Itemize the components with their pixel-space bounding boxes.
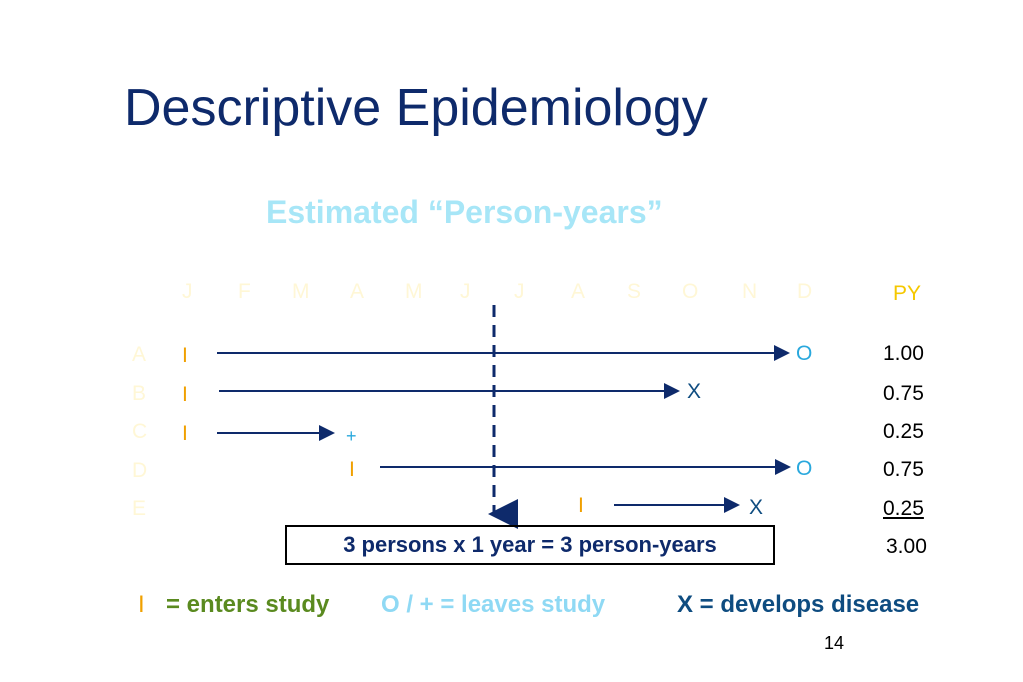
- enter-marker: I: [182, 344, 188, 367]
- enter-marker: I: [578, 494, 584, 517]
- month-label: J: [460, 280, 471, 303]
- month-label: M: [292, 280, 310, 303]
- page-number: 14: [824, 633, 845, 653]
- py-column-header: PY: [893, 282, 922, 305]
- month-label: J: [182, 280, 193, 303]
- enter-marker: I: [182, 422, 188, 445]
- enter-marker: I: [182, 383, 188, 406]
- row-label-a: A: [132, 343, 147, 366]
- legend-enter-symbol: I: [138, 591, 145, 618]
- leave-marker: O: [796, 457, 813, 480]
- legend-disease-text: X = develops disease: [677, 591, 920, 618]
- py-value: 0.25: [883, 497, 924, 520]
- month-label: A: [571, 280, 586, 303]
- row-label-d: D: [132, 459, 148, 482]
- legend-leave-text: O / + = leaves study: [381, 591, 606, 618]
- month-label: N: [742, 280, 758, 303]
- summary-box: 3 persons x 1 year = 3 person-years: [285, 525, 775, 565]
- slide-title: Descriptive Epidemiology: [124, 79, 708, 137]
- month-label: M: [405, 280, 423, 303]
- legend-enter-text: = enters study: [166, 591, 330, 618]
- month-label: D: [797, 280, 813, 303]
- py-value: 0.75: [883, 458, 924, 481]
- leave-marker: +: [346, 426, 357, 446]
- disease-marker: X: [749, 496, 764, 519]
- py-value: 0.75: [883, 382, 924, 405]
- month-label: O: [682, 280, 699, 303]
- row-label-b: B: [132, 382, 147, 405]
- month-label: S: [627, 280, 642, 303]
- month-label: F: [238, 280, 251, 303]
- month-label: A: [350, 280, 365, 303]
- leave-marker: O: [796, 342, 813, 365]
- py-value: 1.00: [883, 342, 924, 365]
- enter-marker: I: [349, 458, 355, 481]
- py-total: 3.00: [886, 535, 927, 558]
- month-label: J: [514, 280, 525, 303]
- row-label-e: E: [132, 497, 147, 520]
- slide-subtitle: Estimated “Person-years”: [266, 194, 663, 230]
- row-label-c: C: [132, 420, 148, 443]
- disease-marker: X: [687, 380, 702, 403]
- py-value: 0.25: [883, 420, 924, 443]
